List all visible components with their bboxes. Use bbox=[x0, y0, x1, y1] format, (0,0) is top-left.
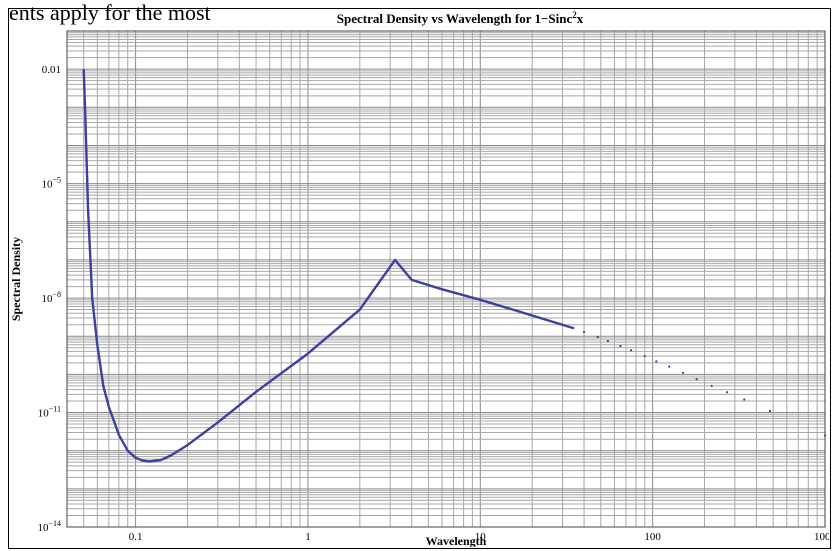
series-point bbox=[725, 391, 729, 394]
series-point bbox=[768, 409, 772, 413]
series-point bbox=[582, 330, 586, 333]
series-point bbox=[681, 371, 685, 374]
chart-title: Spectral Density vs Wavelength for 1−Sin… bbox=[337, 10, 584, 26]
y-tick-label: 10−8 bbox=[41, 290, 61, 305]
series-line bbox=[82, 69, 575, 463]
series-point bbox=[710, 384, 713, 387]
y-tick-label: 10−5 bbox=[41, 176, 61, 191]
x-tick-label: 1 bbox=[305, 531, 311, 543]
y-tick-label: 10−14 bbox=[37, 519, 61, 534]
spectral-density-chart: Spectral Density vs Wavelength for 1−Sin… bbox=[9, 10, 829, 547]
y-tick-label: 0.01 bbox=[42, 64, 61, 76]
y-axis-label: Spectral Density bbox=[9, 237, 23, 321]
series-point bbox=[596, 335, 599, 339]
x-tick-label: 10 bbox=[475, 531, 487, 543]
x-tick-label: 0.1 bbox=[129, 531, 143, 543]
x-tick-label: 1000 bbox=[814, 531, 829, 543]
x-axis-label: Wavelength bbox=[426, 534, 487, 547]
series-point bbox=[630, 349, 633, 352]
series-point bbox=[743, 398, 746, 401]
series-point bbox=[619, 345, 622, 348]
series-point bbox=[695, 378, 698, 381]
series-point bbox=[606, 339, 609, 343]
clipped-header-text: ents apply for the most bbox=[9, 0, 211, 25]
series-point bbox=[823, 434, 827, 437]
y-tick-label: 10−11 bbox=[38, 405, 61, 420]
series-point bbox=[643, 355, 646, 358]
plot-border bbox=[66, 30, 826, 528]
x-tick-label: 100 bbox=[644, 531, 661, 543]
series-point bbox=[655, 360, 658, 363]
chart-frame: ents apply for the most Spectral Density… bbox=[8, 2, 831, 549]
series-point bbox=[668, 365, 671, 368]
